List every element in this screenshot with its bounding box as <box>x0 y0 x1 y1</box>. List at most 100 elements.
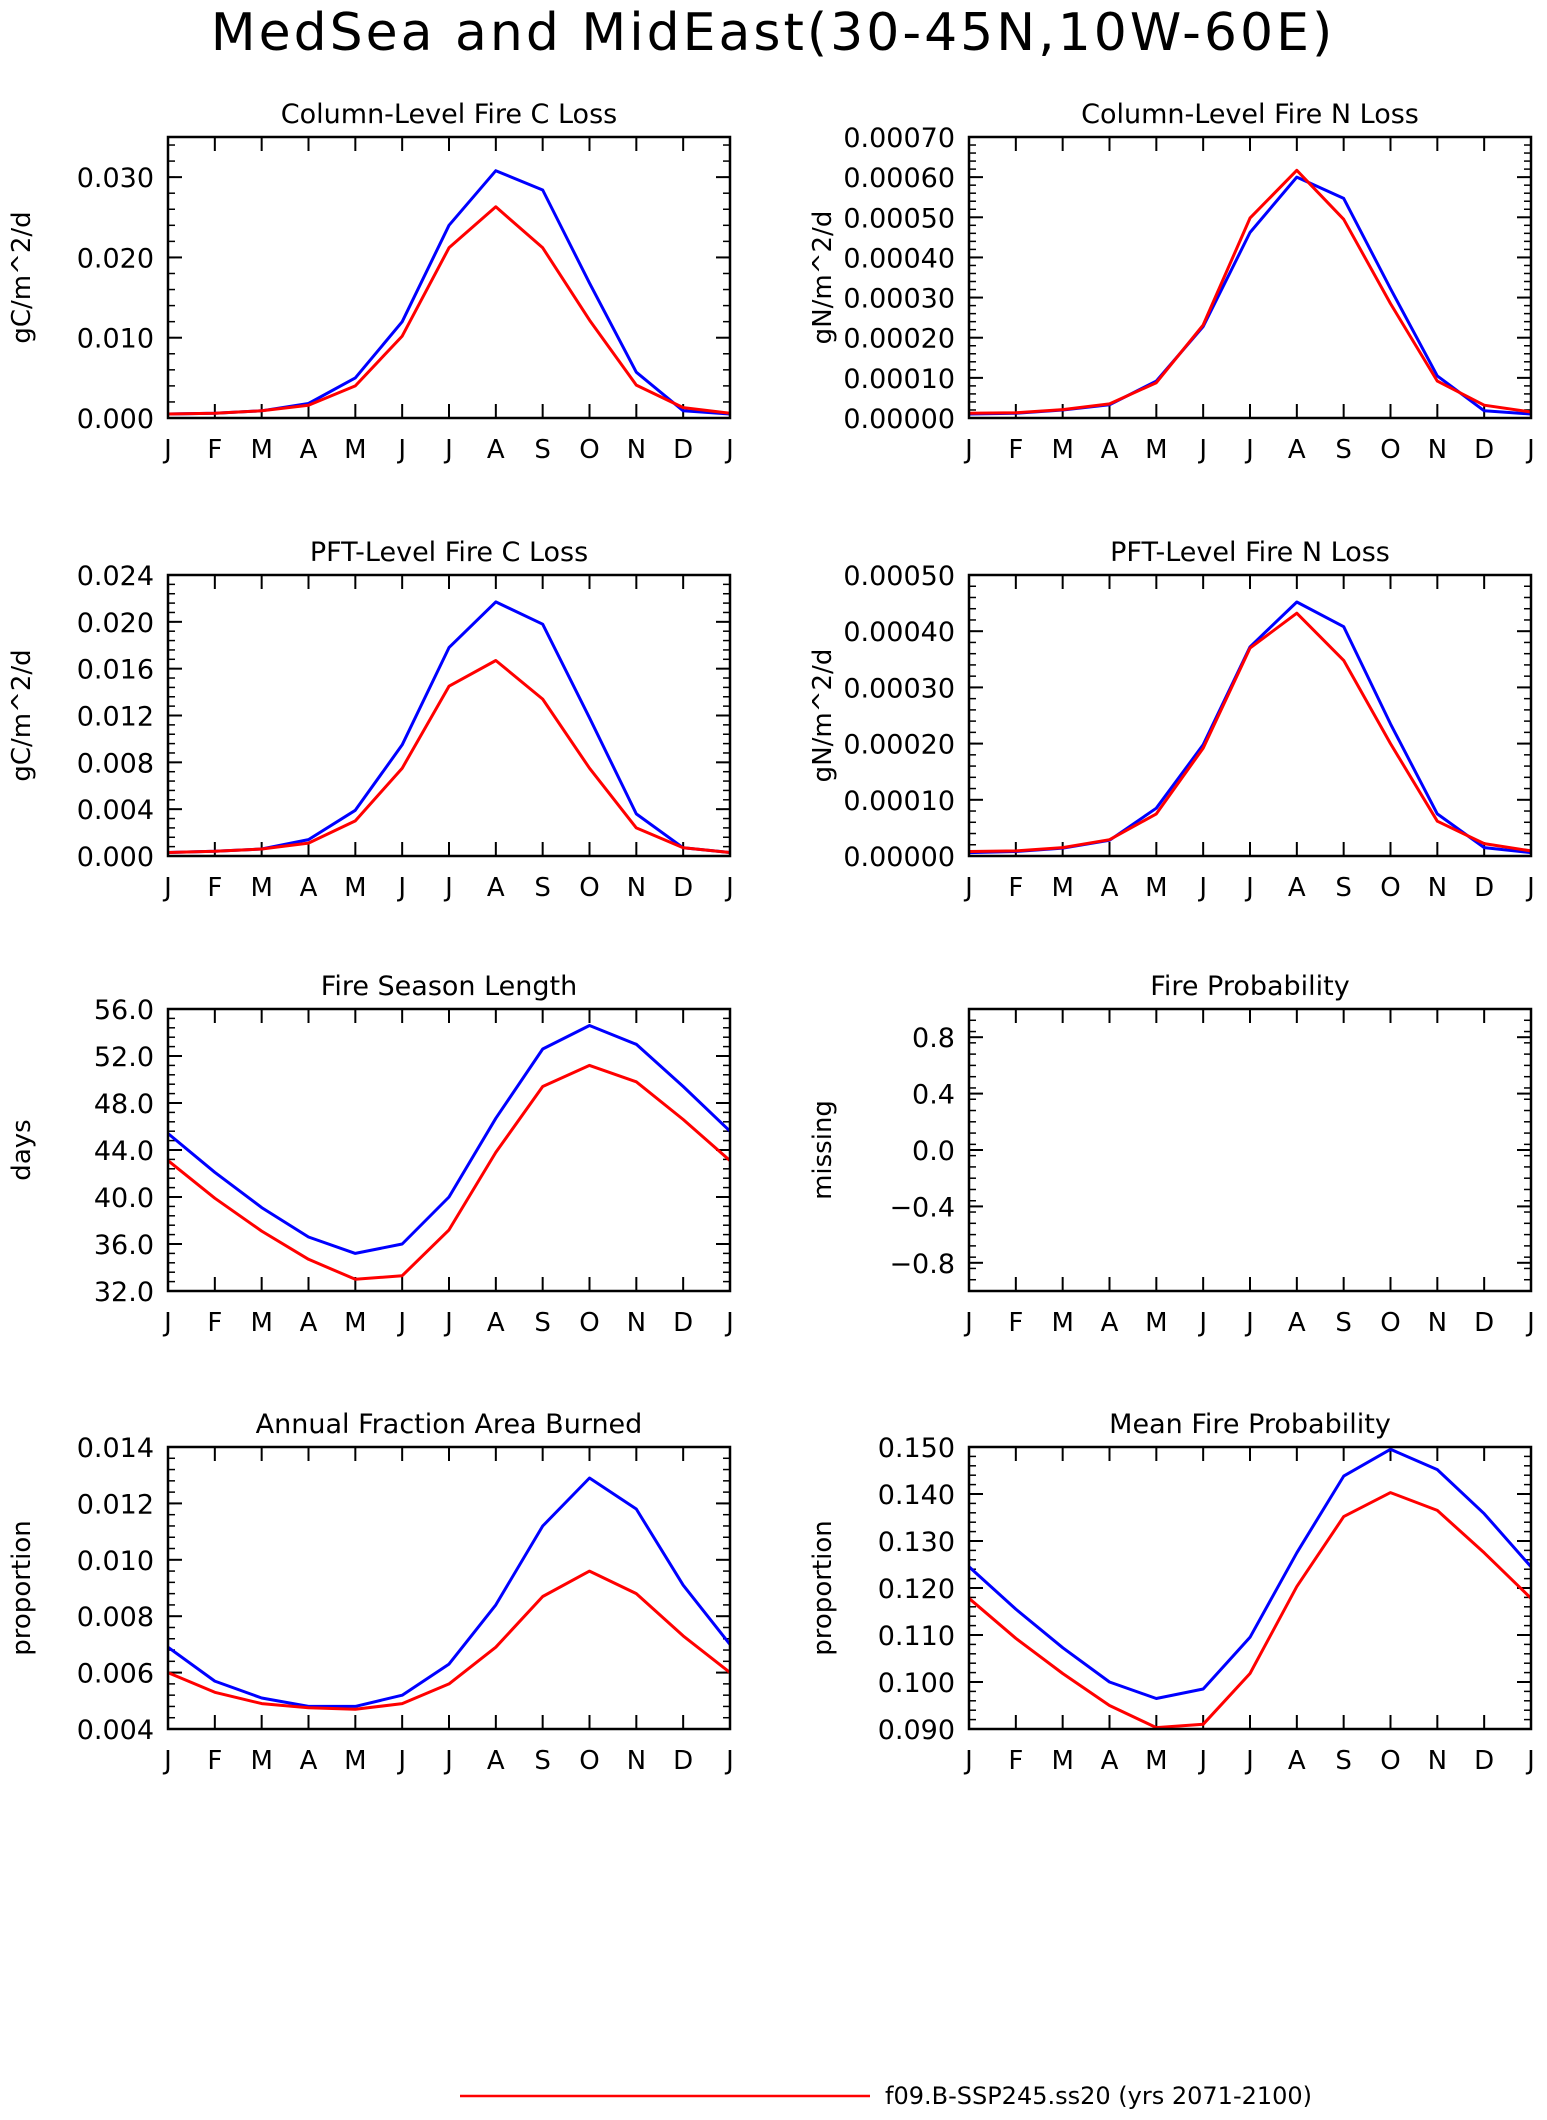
x-tick-label: A <box>487 435 505 465</box>
y-tick-label: 0.00050 <box>843 203 955 234</box>
x-tick-label: D <box>1474 435 1494 465</box>
x-tick-label: J <box>396 1308 406 1338</box>
y-tick-label: 0.004 <box>77 1715 154 1746</box>
y-tick-label: 44.0 <box>94 1136 154 1167</box>
plot-frame <box>967 573 1533 858</box>
x-tick-label: F <box>207 873 222 903</box>
series-line-blue <box>167 1024 732 1255</box>
x-tick-label: F <box>1008 1746 1023 1776</box>
y-tick-label: 0.004 <box>77 795 154 826</box>
x-tick-label: F <box>207 1308 222 1338</box>
series-line-blue <box>968 175 1532 416</box>
y-tick-label: 0.00020 <box>843 324 955 355</box>
x-tick-label: M <box>1145 435 1167 465</box>
x-tick-label: M <box>1145 873 1167 903</box>
x-tick-label: N <box>1428 1308 1447 1338</box>
x-tick-label: A <box>1101 1308 1119 1338</box>
x-tick-label: M <box>344 1746 366 1776</box>
x-tick-label: J <box>963 873 973 903</box>
x-tick-label: J <box>963 1308 973 1338</box>
series-line-red <box>167 659 731 854</box>
x-tick-label: A <box>1101 1746 1119 1776</box>
x-tick-label: J <box>1197 1308 1207 1338</box>
y-tick-label: 0.100 <box>878 1668 955 1699</box>
x-tick-label: M <box>344 1308 366 1338</box>
x-tick-label: M <box>250 1308 272 1338</box>
x-tick-label: O <box>579 873 599 903</box>
y-tick-label: 0.110 <box>878 1621 955 1652</box>
y-tick-label: 0.00040 <box>843 243 955 274</box>
y-tick-label: −0.4 <box>889 1192 955 1223</box>
y-tick-label: 0.010 <box>77 1546 154 1577</box>
x-tick-label: O <box>579 435 599 465</box>
x-tick-label: O <box>1380 435 1400 465</box>
x-tick-label: O <box>1380 1746 1400 1776</box>
y-tick-label: 0.00030 <box>843 284 955 315</box>
y-tick-label: 0.8 <box>912 1023 955 1054</box>
x-tick-label: F <box>1008 873 1023 903</box>
x-tick-label: O <box>1380 873 1400 903</box>
x-tick-label: D <box>1474 1746 1494 1776</box>
x-tick-label: J <box>443 873 453 903</box>
y-tick-label: 40.0 <box>94 1183 154 1214</box>
x-tick-label: J <box>396 435 406 465</box>
series-line-blue <box>167 600 731 854</box>
y-tick-label: 0.00000 <box>843 404 955 435</box>
x-tick-label: A <box>300 1746 318 1776</box>
y-tick-label: 0.008 <box>77 748 154 779</box>
x-tick-label: J <box>724 435 734 465</box>
chart-title: Annual Fraction Area Burned <box>256 1409 643 1440</box>
x-tick-label: J <box>162 873 172 903</box>
x-tick-label: O <box>1380 1308 1400 1338</box>
x-tick-label: D <box>1474 873 1494 903</box>
x-tick-label: F <box>1008 1308 1023 1338</box>
y-tick-label: 0.016 <box>77 655 154 686</box>
y-tick-label: 0.0 <box>912 1136 955 1167</box>
x-tick-label: F <box>207 1746 222 1776</box>
x-tick-label: D <box>673 1746 693 1776</box>
y-tick-label: 0.00040 <box>843 617 955 648</box>
x-tick-label: A <box>1288 1746 1306 1776</box>
x-tick-label: J <box>443 435 453 465</box>
x-tick-label: A <box>487 873 505 903</box>
series-line-red <box>968 1491 1533 1730</box>
x-tick-label: M <box>1051 1308 1073 1338</box>
x-tick-label: D <box>1474 1308 1494 1338</box>
x-tick-label: J <box>1525 435 1535 465</box>
page-title: MedSea and MidEast(30-45N,10W-60E) <box>211 3 1336 63</box>
x-tick-label: M <box>1051 873 1073 903</box>
x-tick-label: S <box>534 435 551 465</box>
x-tick-label: S <box>534 1308 551 1338</box>
x-tick-label: A <box>1101 873 1119 903</box>
y-tick-label: 0.00060 <box>843 163 955 194</box>
x-tick-label: S <box>1335 435 1352 465</box>
series-line-red <box>167 205 731 416</box>
x-tick-label: M <box>344 873 366 903</box>
x-tick-label: J <box>1244 1746 1254 1776</box>
y-tick-label: 0.012 <box>77 702 154 733</box>
plot-frame <box>166 1007 732 1293</box>
y-tick-label: 0.00030 <box>843 673 955 704</box>
y-tick-label: 0.014 <box>77 1433 154 1464</box>
y-tick-label: 0.012 <box>77 1489 154 1520</box>
x-tick-label: N <box>1428 1746 1447 1776</box>
chart-title: Mean Fire Probability <box>1109 1409 1391 1440</box>
x-tick-label: O <box>579 1746 599 1776</box>
y-tick-label: 0.000 <box>77 842 154 873</box>
y-tick-label: 0.006 <box>77 1659 154 1690</box>
x-tick-label: J <box>396 1746 406 1776</box>
x-tick-label: J <box>963 435 973 465</box>
x-tick-label: J <box>1525 873 1535 903</box>
y-tick-label: 0.120 <box>878 1574 955 1605</box>
chart-title: PFT-Level Fire N Loss <box>1110 537 1390 568</box>
x-tick-label: A <box>1101 435 1119 465</box>
x-tick-label: J <box>1197 435 1207 465</box>
x-tick-label: J <box>1525 1308 1535 1338</box>
